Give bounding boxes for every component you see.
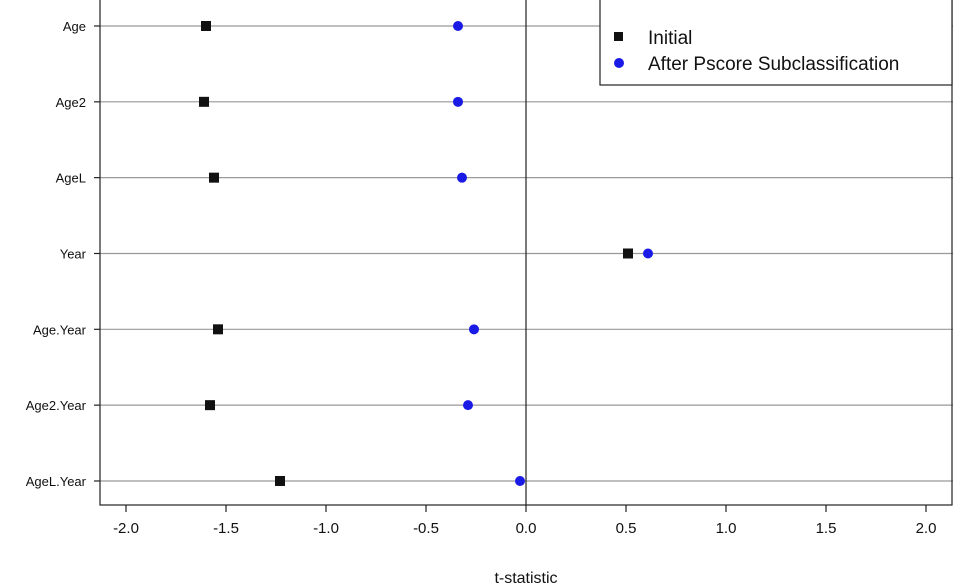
- initial-point: [213, 324, 223, 335]
- y-tick-label: Age2.Year: [26, 398, 87, 413]
- y-tick-label: Age: [63, 19, 86, 34]
- y-tick-label: Age2: [56, 95, 86, 110]
- x-axis-label: t-statistic: [494, 570, 557, 587]
- initial-point: [275, 475, 285, 486]
- x-tick-label: -1.0: [313, 520, 339, 537]
- after-pscore-point: [457, 172, 467, 183]
- x-tick-label: 2.0: [916, 520, 937, 537]
- after-pscore-point: [469, 324, 479, 335]
- legend-box: [599, 0, 953, 86]
- after-pscore-point: [515, 475, 525, 486]
- category-rows: Age Age2 AgeL Year Age.Year Age2.Year AgeL.Yea…: [26, 19, 953, 489]
- after-pscore-point: [453, 21, 463, 31]
- after-pscore-point: [463, 400, 473, 411]
- legend-marker-after-pscore: [614, 58, 624, 68]
- data-points: [199, 21, 653, 486]
- legend-label: After Pscore Subclassification: [648, 54, 899, 75]
- after-pscore-point: [453, 96, 463, 107]
- initial-point: [199, 96, 209, 107]
- initial-point: [205, 400, 215, 411]
- y-tick-label: Age.Year: [33, 322, 87, 337]
- y-tick-label: AgeL.Year: [26, 474, 87, 489]
- y-tick-label: Year: [60, 246, 87, 261]
- legend-marker-initial: [614, 32, 623, 41]
- x-tick-label: -1.5: [213, 520, 239, 537]
- initial-point: [209, 172, 219, 183]
- x-tick-label: -0.5: [413, 520, 439, 537]
- x-axis: -2.0 -1.5 -1.0 -0.5 0.0 0.5 1.0 1.5 2.0: [113, 505, 936, 537]
- x-tick-label: -2.0: [113, 520, 139, 537]
- y-tick-label: AgeL: [56, 171, 86, 186]
- x-tick-label: 0.5: [616, 520, 637, 537]
- legend-label: Initial: [648, 28, 692, 49]
- x-tick-label: 0.0: [516, 520, 537, 537]
- legend: Initial After Pscore Subclassification: [599, 0, 953, 86]
- after-pscore-point: [643, 248, 653, 259]
- initial-point: [623, 248, 633, 259]
- initial-point: [201, 21, 211, 31]
- x-tick-label: 1.5: [816, 520, 837, 537]
- x-tick-label: 1.0: [716, 520, 737, 537]
